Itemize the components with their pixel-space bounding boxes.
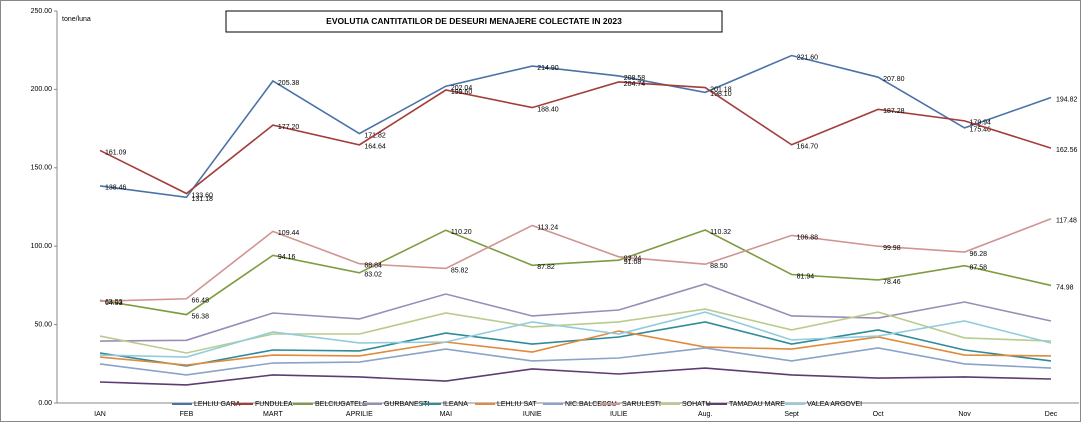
x-tick-label: FEB xyxy=(180,411,194,418)
data-label: 83.02 xyxy=(364,272,382,279)
data-label: 171.82 xyxy=(364,132,386,139)
legend-label: FUNDULEA xyxy=(255,401,293,408)
chart-title: EVOLUTIA CANTITATILOR DE DESEURI MENAJER… xyxy=(326,16,622,26)
legend-label: LEHLIU GARA xyxy=(194,401,241,408)
data-label: 131.18 xyxy=(191,196,213,203)
x-tick-label: Sept xyxy=(784,411,798,418)
x-tick-label: Oct xyxy=(873,411,884,418)
legend-label: ILEANA xyxy=(443,401,468,408)
x-tick-label: Nov xyxy=(958,411,971,418)
series-line xyxy=(99,347,1052,376)
data-label: 91.08 xyxy=(624,259,642,266)
series-line xyxy=(99,81,1052,195)
data-label: 199.60 xyxy=(451,89,473,96)
data-label: 99.98 xyxy=(883,245,901,252)
data-label: 207.80 xyxy=(883,76,905,83)
y-axis-label: tone/luna xyxy=(62,16,91,23)
y-tick-label: 50.00 xyxy=(34,321,52,328)
data-label: 56.38 xyxy=(191,313,209,320)
legend-label: LEHLIU SAT xyxy=(497,401,537,408)
data-label: 88.50 xyxy=(710,263,728,270)
x-tick-label: Dec xyxy=(1045,411,1058,418)
y-tick-label: 200.00 xyxy=(31,86,53,93)
data-label: 78.46 xyxy=(883,279,901,286)
data-label: 201.18 xyxy=(710,86,732,93)
data-label: 117.48 xyxy=(1056,218,1077,225)
data-label: 208.58 xyxy=(624,75,646,82)
data-label: 110.20 xyxy=(451,229,472,236)
x-tick-label: IUNIE xyxy=(523,411,542,418)
series-line xyxy=(99,229,1052,316)
data-label: 204.74 xyxy=(624,81,646,88)
x-tick-label: MART xyxy=(263,411,283,418)
data-label: 64.93 xyxy=(105,300,123,307)
data-label: 175.46 xyxy=(970,127,992,134)
legend-label: TAMADAU MARE xyxy=(729,401,785,408)
series-line xyxy=(99,330,1052,366)
x-tick-label: APRILIE xyxy=(346,411,373,418)
y-tick-label: 250.00 xyxy=(31,8,53,15)
series-line xyxy=(99,308,1052,354)
x-tick-label: IULIE xyxy=(610,411,628,418)
data-label: 138.46 xyxy=(105,185,127,192)
legend-label: GURBANESTI xyxy=(384,401,430,408)
legend-label: VALEA ARGOVEI xyxy=(807,401,862,408)
data-label: 179.94 xyxy=(970,120,992,127)
data-label: 94.16 xyxy=(278,254,296,261)
data-label: 96.28 xyxy=(970,251,988,258)
series-line xyxy=(99,54,1052,199)
series-line xyxy=(99,311,1052,358)
data-label: 81.94 xyxy=(797,273,815,280)
data-label: 205.38 xyxy=(278,80,300,87)
x-tick-label: Aug. xyxy=(698,411,712,418)
series-line xyxy=(99,367,1052,386)
series-line xyxy=(99,218,1052,302)
data-label: 88.84 xyxy=(364,263,382,270)
data-label: 85.82 xyxy=(451,267,469,274)
data-label: 74.98 xyxy=(1056,284,1074,291)
data-label: 161.09 xyxy=(105,149,127,156)
data-label: 177.20 xyxy=(278,124,300,131)
legend-label: BELCIUGATELE xyxy=(315,401,368,408)
data-label: 113.24 xyxy=(537,224,558,231)
data-label: 109.44 xyxy=(278,230,300,237)
legend-label: NIC.BALCESCU xyxy=(565,401,617,408)
data-label: 187.28 xyxy=(883,108,905,115)
y-tick-label: 0.00 xyxy=(38,400,52,407)
data-label: 202.04 xyxy=(451,85,473,92)
data-label: 164.64 xyxy=(364,144,386,151)
y-tick-label: 100.00 xyxy=(31,243,53,250)
data-label: 110.32 xyxy=(710,229,731,236)
x-tick-label: IAN xyxy=(94,411,106,418)
legend-label: SOHATU xyxy=(682,401,711,408)
data-label: 214.90 xyxy=(537,65,559,72)
data-label: 87.58 xyxy=(970,265,988,272)
data-label: 162.56 xyxy=(1056,147,1078,154)
data-label: 221.60 xyxy=(797,54,819,61)
data-label: 106.88 xyxy=(797,234,819,241)
data-label: 194.82 xyxy=(1056,96,1078,103)
data-label: 66.48 xyxy=(191,298,209,305)
x-tick-label: MAI xyxy=(440,411,453,418)
series-line xyxy=(99,283,1052,342)
data-label: 198.10 xyxy=(710,91,732,98)
y-tick-label: 150.00 xyxy=(31,165,53,172)
title-box xyxy=(225,10,723,33)
data-label: 87.82 xyxy=(537,264,555,271)
data-label: 164.70 xyxy=(797,144,819,151)
legend-label: SARULESTI xyxy=(622,401,661,408)
data-label: 133.60 xyxy=(191,192,213,199)
data-label: 188.40 xyxy=(537,106,559,113)
data-label: 93.24 xyxy=(624,256,642,263)
data-label: 65.53 xyxy=(105,299,123,306)
